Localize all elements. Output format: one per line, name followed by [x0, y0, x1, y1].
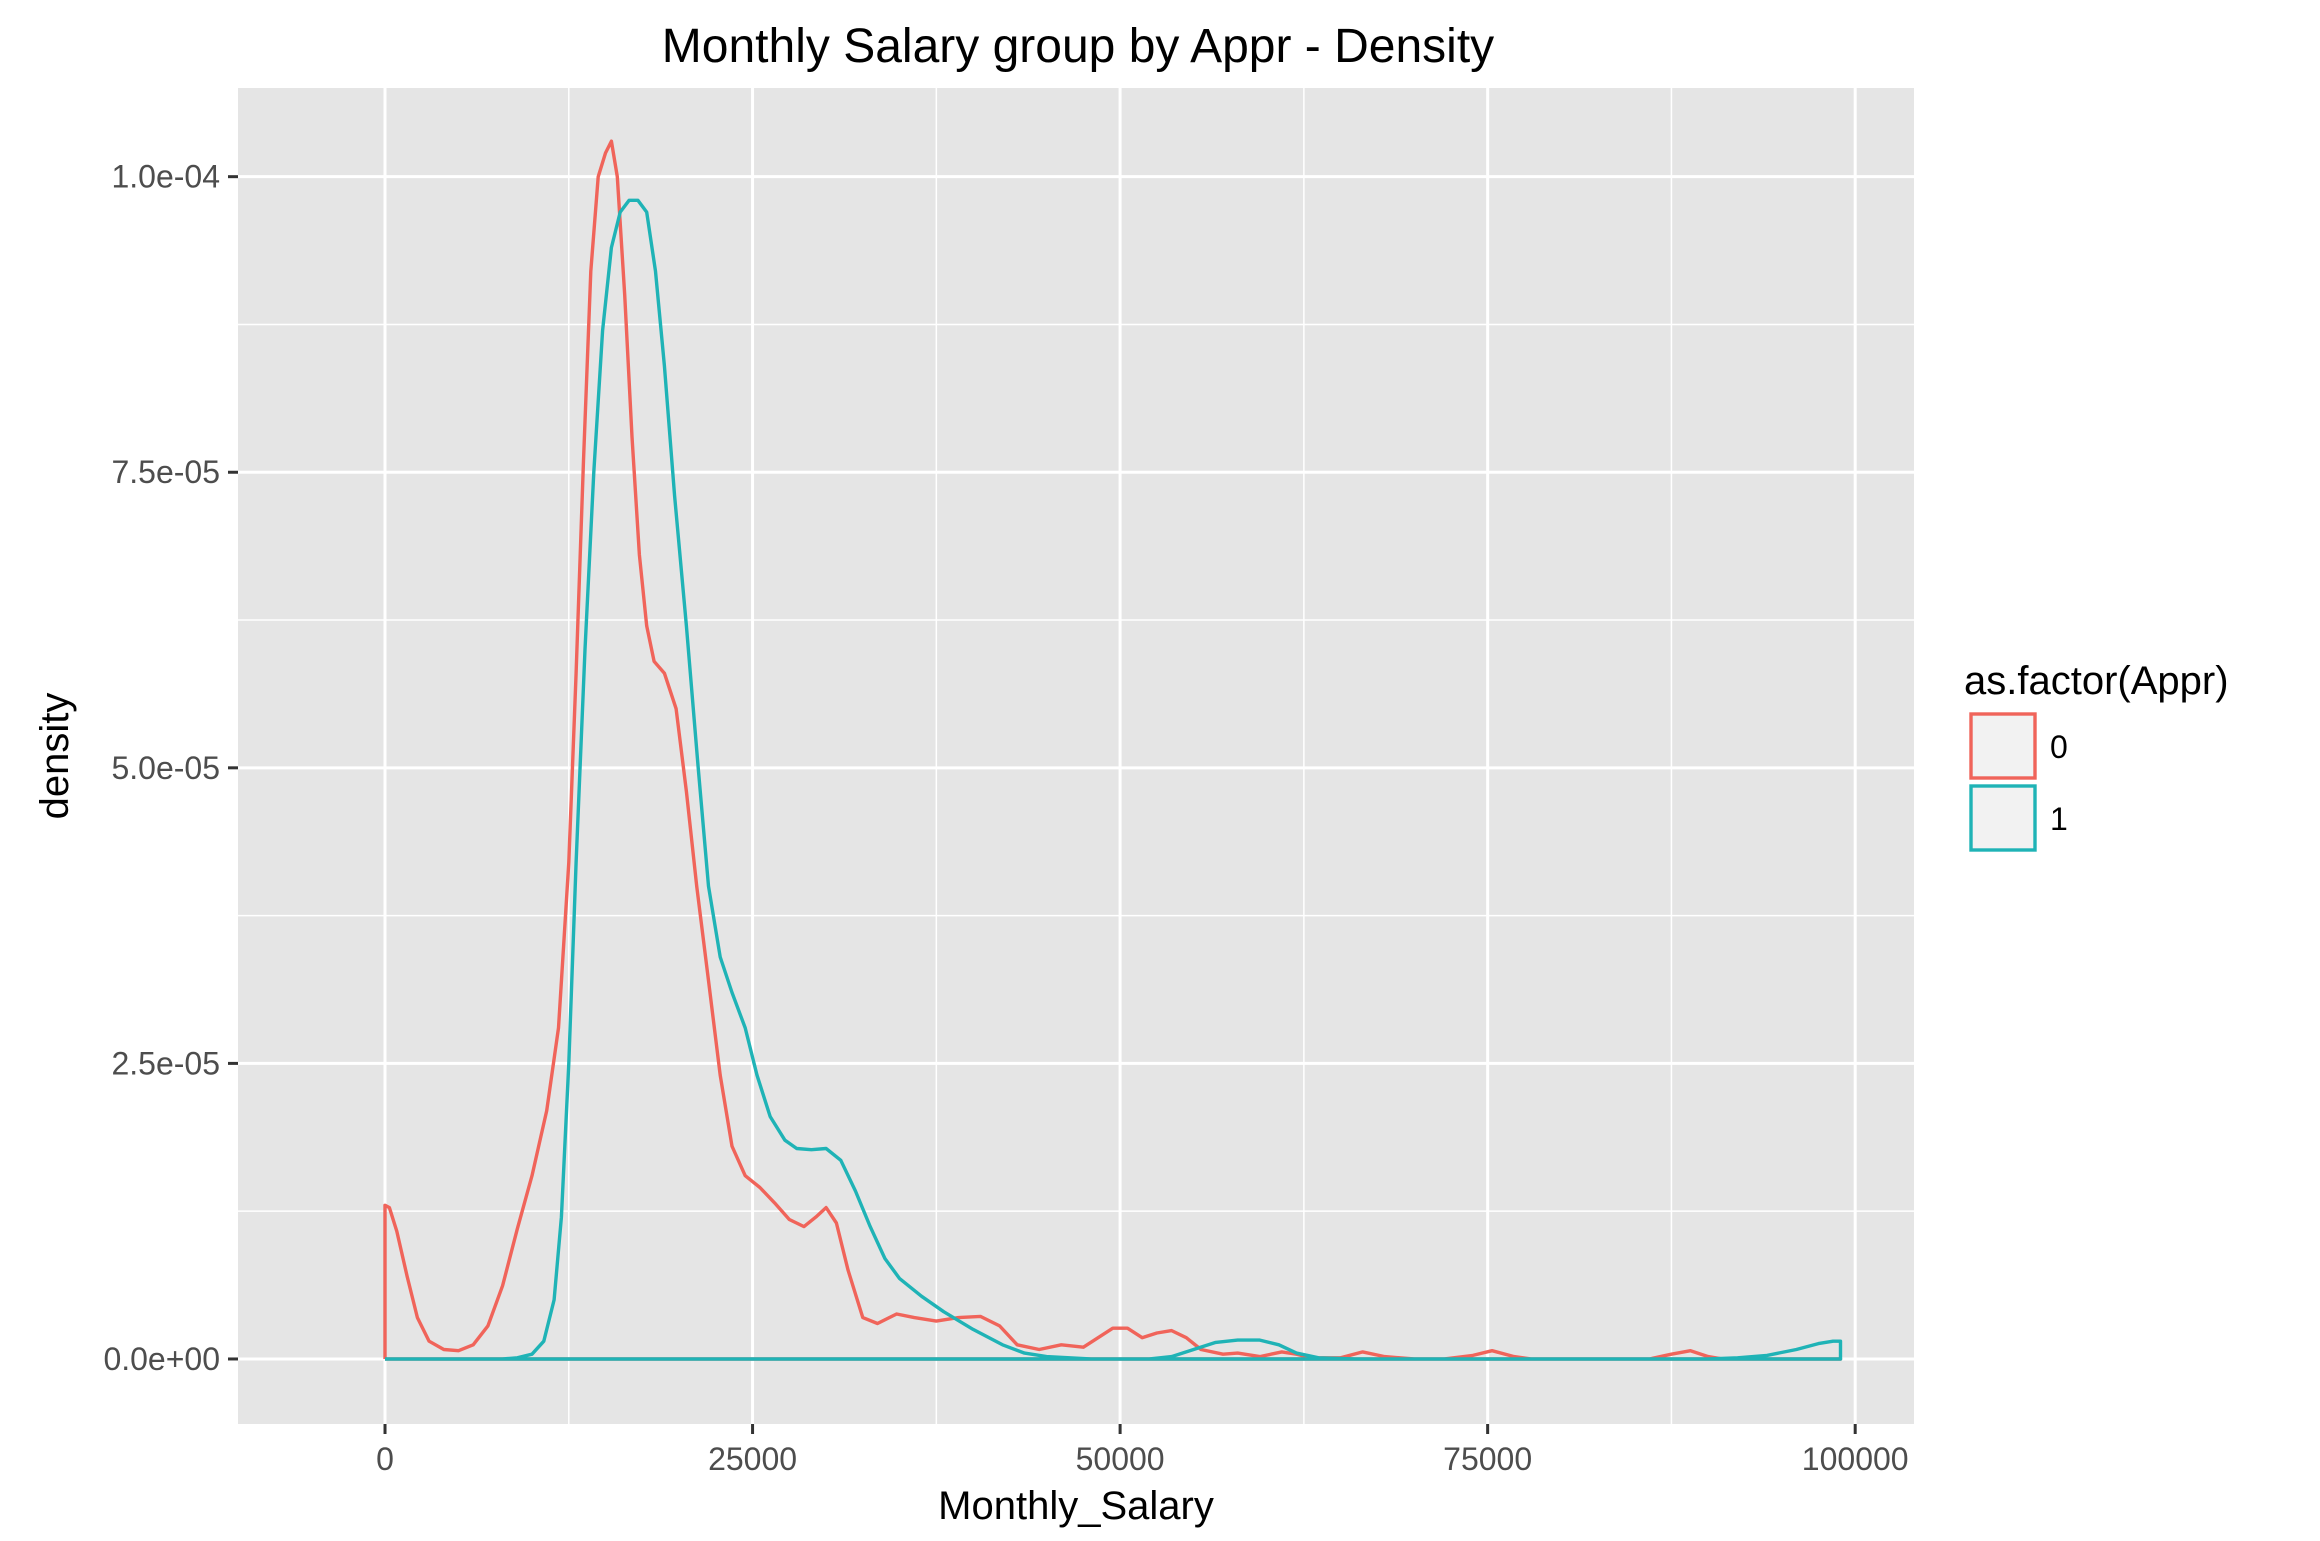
- y-tick-label: 2.5e-05: [111, 1045, 220, 1081]
- density-line-1: [385, 198, 1843, 1361]
- legend-title: as.factor(Appr): [1964, 659, 2229, 703]
- y-axis-title: density: [33, 693, 77, 820]
- legend-label-1: 1: [2050, 801, 2068, 837]
- x-tick-label: 100000: [1802, 1441, 1909, 1477]
- minor-gridlines: [238, 88, 1914, 1424]
- x-axis: 0 25000 50000 75000 100000: [376, 1424, 1909, 1477]
- legend-key-0: [1969, 712, 2037, 780]
- x-tick-label: 75000: [1443, 1441, 1532, 1477]
- y-tick-label: 0.0e+00: [103, 1341, 220, 1377]
- plot-panel: [238, 88, 1914, 1424]
- density-lines: [383, 139, 1843, 1361]
- x-tick-label: 0: [376, 1441, 394, 1477]
- y-tick-label: 7.5e-05: [111, 454, 220, 490]
- y-tick-label: 5.0e-05: [111, 750, 220, 786]
- x-tick-label: 25000: [708, 1441, 797, 1477]
- legend-label-0: 0: [2050, 729, 2068, 765]
- legend-key-1: [1969, 784, 2037, 852]
- y-tick-label: 1.0e-04: [111, 159, 220, 195]
- x-tick-label: 50000: [1076, 1441, 1165, 1477]
- x-axis-title: Monthly_Salary: [938, 1484, 1214, 1528]
- y-axis: 0.0e+00 2.5e-05 5.0e-05 7.5e-05 1.0e-04: [103, 159, 238, 1377]
- legend: as.factor(Appr) 0 1: [1964, 659, 2229, 852]
- chart-title: Monthly Salary group by Appr - Density: [662, 20, 1494, 73]
- density-line-0: [383, 139, 1843, 1361]
